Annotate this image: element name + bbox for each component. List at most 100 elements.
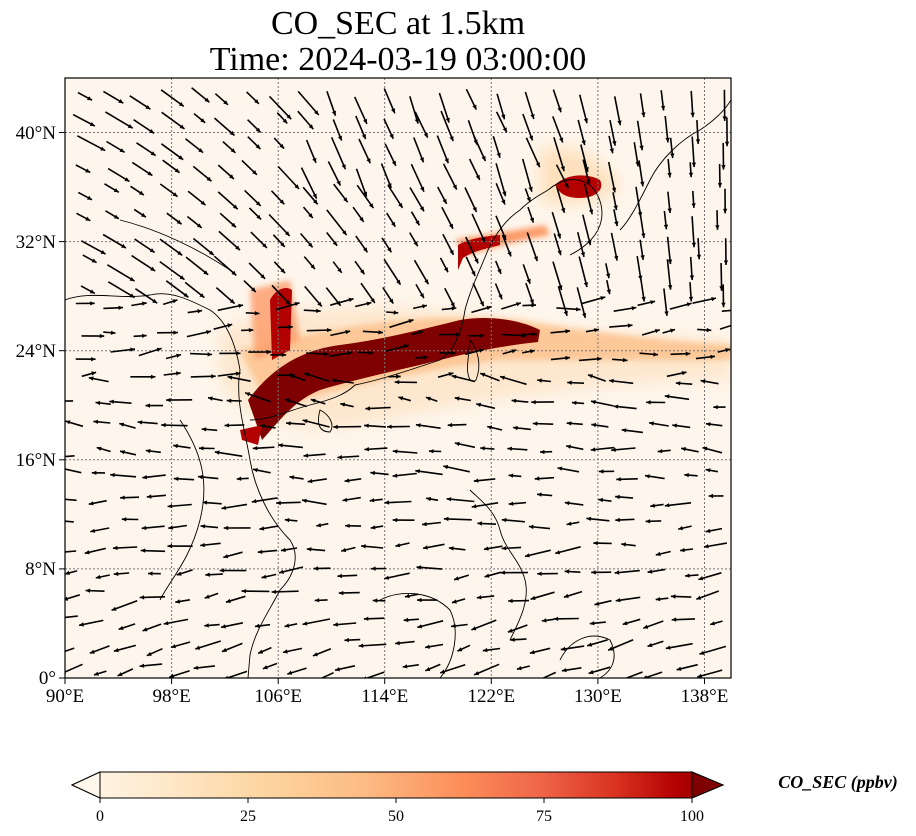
wind-vector-head (593, 541, 598, 546)
wind-vector-head (173, 330, 178, 335)
x-tick-label: 138°E (681, 686, 729, 707)
wind-vector-head (479, 348, 484, 353)
wind-vector-shaft (102, 233, 127, 249)
wind-vector-head (686, 302, 692, 307)
wind-vector-head (398, 396, 404, 401)
wind-vector-head (721, 302, 726, 308)
wind-vector-head (183, 292, 189, 298)
wind-vector-head (314, 598, 320, 603)
wind-vector-head (287, 670, 293, 675)
wind-vector-head (670, 594, 676, 599)
wind-vector-head (615, 517, 620, 523)
wind-vector-head (266, 349, 272, 355)
wind-vector-shaft (414, 111, 429, 139)
wind-vector-head (663, 224, 669, 230)
wind-vector-head (241, 589, 247, 594)
wind-vector-head (392, 473, 398, 478)
wind-vector-head (238, 303, 244, 308)
wind-vector-head (664, 311, 669, 316)
wind-vector-head (529, 299, 534, 305)
wind-vector-head (419, 157, 424, 163)
wind-vector-head (706, 327, 712, 333)
wind-vector-head (721, 165, 726, 170)
wind-vector-head (146, 494, 152, 499)
wind-vector-head (498, 294, 503, 300)
wind-vector-head (253, 468, 258, 473)
wind-vector-head (481, 237, 486, 243)
wind-vector-head (703, 544, 709, 549)
wind-vector-head (168, 525, 173, 530)
wind-vector-head (214, 450, 220, 455)
wind-vector-head (588, 374, 593, 379)
wind-vector-head (235, 371, 241, 376)
wind-vector-head (55, 550, 60, 554)
wind-vector-head (145, 105, 151, 110)
wind-vector-head (480, 372, 486, 377)
wind-vector-head (497, 268, 502, 274)
wind-vector-head (639, 145, 644, 151)
wind-vector-head (672, 423, 678, 428)
wind-vector-head (347, 351, 353, 356)
wind-vector-head (676, 666, 682, 671)
wind-vector-shaft (300, 167, 318, 199)
wind-vector-head (65, 570, 70, 575)
wind-vector-head (163, 621, 169, 626)
wind-vector-head (208, 396, 213, 401)
wind-vector-head (110, 472, 115, 478)
wind-vector-head (130, 347, 135, 352)
wind-vector-shaft (65, 468, 82, 474)
wind-vector-head (613, 205, 618, 211)
wind-vector-head (451, 350, 456, 356)
wind-vector-shaft (580, 144, 589, 173)
wind-vector-head (254, 623, 260, 629)
wind-vector-head (88, 376, 94, 381)
wind-vector-head (566, 521, 572, 526)
wind-vector-head (557, 250, 562, 256)
wind-vector-head (369, 203, 374, 209)
wind-vector-head (591, 570, 596, 575)
wind-vector-shaft (541, 671, 557, 678)
wind-vector-head (303, 453, 309, 458)
wind-vector-shaft (353, 96, 368, 125)
wind-vector-shaft (409, 96, 419, 124)
wind-vector-head (85, 168, 91, 173)
wind-vector-shaft (666, 236, 672, 265)
wind-vector-head (415, 220, 420, 226)
wind-vector-head (689, 275, 695, 280)
wind-vector-head (370, 470, 375, 476)
wind-vector-shaft (636, 120, 643, 151)
wind-vector-head (310, 264, 315, 270)
wind-vector-head (480, 446, 485, 451)
wind-vector-head (117, 672, 123, 676)
wind-vector-head (688, 172, 694, 178)
wind-vector-shaft (719, 324, 731, 330)
wind-vector-shaft (624, 671, 643, 678)
wind-vector-head (641, 112, 646, 118)
wind-vector-head (284, 518, 290, 523)
wind-vector-head (508, 501, 514, 506)
wind-vector-shaft (499, 375, 527, 386)
wind-vector-head (654, 329, 660, 334)
wind-vector-head (643, 675, 648, 678)
wind-vector-head (197, 309, 203, 314)
wind-vector-head (384, 575, 390, 580)
wind-vector-head (444, 267, 448, 273)
wind-vector-head (313, 199, 318, 205)
wind-vector-head (408, 319, 414, 324)
wind-vector-head (455, 332, 461, 337)
wind-vector-head (195, 645, 201, 650)
wind-vector-head (236, 351, 241, 356)
wind-vector-head (417, 597, 422, 603)
wind-vector-head (680, 547, 685, 553)
wind-vector-head (530, 595, 536, 600)
wind-vector-head (723, 260, 729, 265)
wind-vector-head (564, 183, 569, 189)
wind-vector-head (121, 243, 126, 248)
wind-vector-head (507, 628, 513, 633)
wind-vector-head (111, 606, 117, 611)
wind-vector-head (145, 448, 151, 454)
wind-vector-head (647, 569, 653, 574)
wind-vector-shaft (446, 498, 475, 503)
wind-vector-head (89, 649, 95, 654)
wind-vector-head (236, 476, 242, 481)
